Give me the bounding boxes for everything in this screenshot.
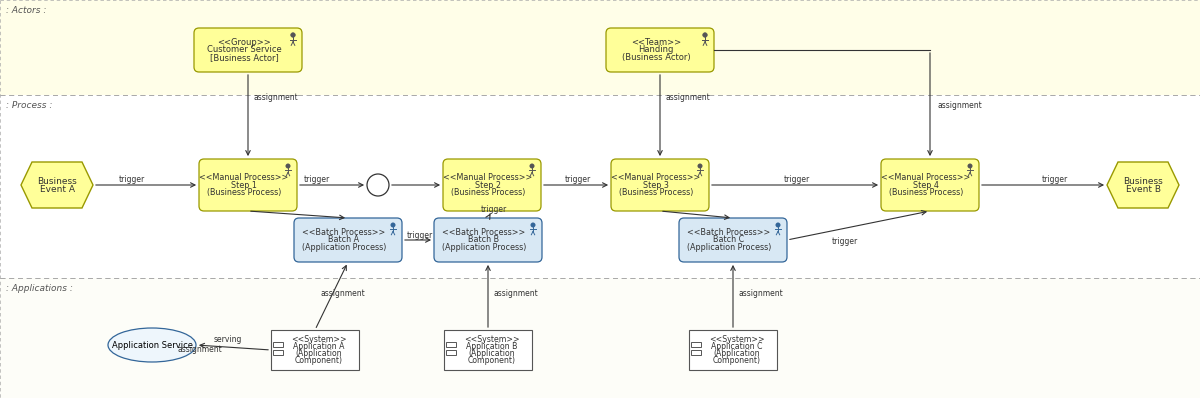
Text: assignment: assignment	[937, 101, 983, 109]
Circle shape	[703, 33, 707, 37]
Text: <<Batch Process>>: <<Batch Process>>	[302, 228, 385, 237]
Bar	[0, 0, 1200, 95]
Text: Application Service: Application Service	[112, 341, 192, 349]
Bar	[446, 350, 456, 355]
Text: assignment: assignment	[739, 289, 784, 297]
Bar	[274, 342, 283, 347]
Text: <<Batch Process>>: <<Batch Process>>	[688, 228, 770, 237]
FancyBboxPatch shape	[679, 218, 787, 262]
Bar	[446, 342, 456, 347]
Text: (Application Process): (Application Process)	[686, 243, 772, 252]
Text: Handing: Handing	[638, 45, 673, 55]
FancyBboxPatch shape	[434, 218, 542, 262]
Text: Batch C: Batch C	[713, 236, 745, 244]
Text: serving: serving	[214, 336, 242, 345]
FancyBboxPatch shape	[606, 28, 714, 72]
Text: Application B: Application B	[467, 342, 517, 351]
FancyBboxPatch shape	[881, 159, 979, 211]
Bar	[444, 330, 532, 370]
Text: Batch A: Batch A	[329, 236, 360, 244]
Text: (Application: (Application	[714, 349, 761, 358]
Polygon shape	[22, 162, 94, 208]
Ellipse shape	[108, 328, 196, 362]
Text: Step 4: Step 4	[913, 181, 938, 189]
Text: trigger: trigger	[1042, 176, 1068, 185]
Bar	[271, 330, 359, 370]
Text: trigger: trigger	[304, 176, 330, 185]
Circle shape	[776, 223, 780, 227]
Text: trigger: trigger	[784, 176, 810, 185]
Circle shape	[367, 174, 389, 196]
Text: Customer Service: Customer Service	[206, 45, 281, 55]
Text: assignment: assignment	[666, 94, 710, 103]
FancyBboxPatch shape	[294, 218, 402, 262]
Text: <<System>>: <<System>>	[709, 335, 764, 344]
Text: Step 2: Step 2	[475, 181, 502, 189]
Text: <<Manual Process>>: <<Manual Process>>	[611, 173, 701, 182]
Text: (Application Process): (Application Process)	[302, 243, 386, 252]
FancyBboxPatch shape	[194, 28, 302, 72]
Text: <<Batch Process>>: <<Batch Process>>	[443, 228, 526, 237]
Text: Business: Business	[1123, 176, 1163, 185]
Text: assignment: assignment	[253, 94, 299, 103]
Text: Step 1: Step 1	[232, 181, 257, 189]
Text: (Application Process): (Application Process)	[442, 243, 526, 252]
Text: (Business Process): (Business Process)	[889, 188, 964, 197]
Text: <<System>>: <<System>>	[292, 335, 347, 344]
Text: Event A: Event A	[40, 185, 74, 193]
Text: (Business Process): (Business Process)	[619, 188, 694, 197]
Circle shape	[530, 223, 535, 227]
Text: <<Team>>: <<Team>>	[631, 38, 682, 47]
Bar	[689, 330, 778, 370]
Text: : Actors :: : Actors :	[6, 6, 47, 15]
FancyBboxPatch shape	[443, 159, 541, 211]
Bar	[274, 350, 283, 355]
Text: trigger: trigger	[832, 238, 858, 246]
Text: [Business Actor]: [Business Actor]	[210, 53, 278, 62]
Text: assignment: assignment	[178, 345, 222, 354]
Text: trigger: trigger	[119, 176, 145, 185]
Text: assignment: assignment	[493, 289, 539, 297]
Text: (Business Process): (Business Process)	[451, 188, 526, 197]
Text: Event B: Event B	[1126, 185, 1160, 193]
Circle shape	[698, 164, 702, 168]
Circle shape	[286, 164, 290, 168]
Bar	[0, 95, 1200, 278]
Text: <<Manual Process>>: <<Manual Process>>	[443, 173, 533, 182]
Text: (Application: (Application	[469, 349, 515, 358]
Text: Batch B: Batch B	[468, 236, 499, 244]
Bar	[691, 342, 701, 347]
Text: Step 3: Step 3	[643, 181, 668, 189]
Circle shape	[968, 164, 972, 168]
Text: trigger: trigger	[407, 232, 433, 240]
Text: <<Manual Process>>: <<Manual Process>>	[881, 173, 971, 182]
FancyBboxPatch shape	[611, 159, 709, 211]
Text: <<System>>: <<System>>	[464, 335, 520, 344]
Text: (Business Actor): (Business Actor)	[622, 53, 690, 62]
Text: Application A: Application A	[293, 342, 344, 351]
Circle shape	[290, 33, 295, 37]
Text: Component): Component)	[468, 356, 516, 365]
Polygon shape	[1108, 162, 1178, 208]
Text: (Business Process): (Business Process)	[206, 188, 281, 197]
Text: Component): Component)	[295, 356, 343, 365]
Text: Application C: Application C	[712, 342, 763, 351]
Text: <<Group>>: <<Group>>	[217, 38, 271, 47]
FancyBboxPatch shape	[199, 159, 298, 211]
Circle shape	[530, 164, 534, 168]
Text: Component): Component)	[713, 356, 761, 365]
Text: <<Manual Process>>: <<Manual Process>>	[199, 173, 289, 182]
Text: : Process :: : Process :	[6, 101, 53, 110]
Text: : Applications :: : Applications :	[6, 284, 73, 293]
Bar	[691, 350, 701, 355]
Text: (Application: (Application	[295, 349, 342, 358]
Text: Business: Business	[37, 176, 77, 185]
Circle shape	[391, 223, 395, 227]
Text: assignment: assignment	[320, 289, 365, 297]
Bar	[0, 278, 1200, 398]
Text: trigger: trigger	[481, 205, 508, 214]
Text: trigger: trigger	[565, 176, 592, 185]
